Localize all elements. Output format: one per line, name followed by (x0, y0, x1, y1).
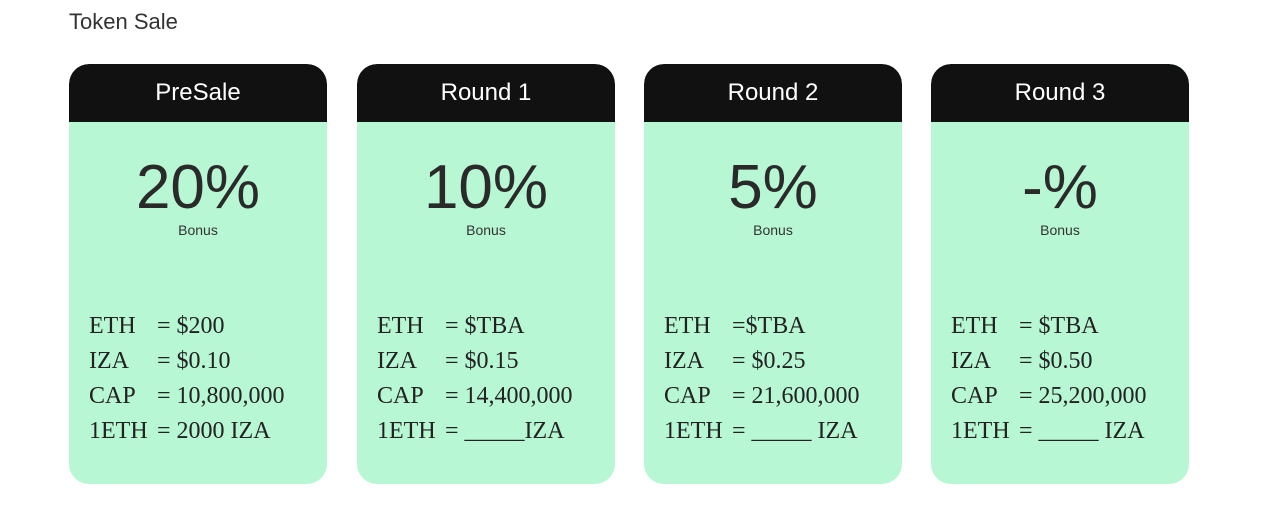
detail-value: = $0.50 (1019, 348, 1093, 374)
detail-key: 1ETH (664, 418, 723, 444)
card-title: Round 1 (357, 64, 615, 122)
detail-key: 1ETH (951, 418, 1010, 444)
card-round-1: Round 1 10% Bonus ETH = $TBA IZA = $0.15 C… (357, 64, 615, 484)
detail-value: = 2000 IZA (157, 418, 271, 444)
sale-details: ETH = $200 IZA = $0.10 CAP = 10,800,000 1ET… (89, 309, 285, 449)
card-round-3: Round 3 -% Bonus ETH = $TBA IZA = $0.50 CA… (931, 64, 1189, 484)
bonus-label: Bonus (466, 222, 506, 238)
detail-key: CAP (664, 383, 711, 409)
detail-key: CAP (377, 383, 424, 409)
detail-key: ETH (951, 313, 998, 339)
bonus-label: Bonus (753, 222, 793, 238)
detail-key: CAP (89, 383, 136, 409)
detail-value: = 21,600,000 (732, 383, 860, 409)
detail-row-iza: IZA = $0.15 (377, 344, 573, 379)
card-title: PreSale (69, 64, 327, 122)
token-sale-cards: PreSale 20% Bonus ETH = $200 IZA = $0.10 C… (69, 64, 1189, 484)
bonus-percentage: 10% (423, 153, 549, 222)
detail-row-eth: ETH =$TBA (664, 309, 860, 344)
detail-key: IZA (89, 348, 129, 374)
detail-key: CAP (951, 383, 998, 409)
detail-row-iza: IZA = $0.10 (89, 344, 285, 379)
detail-value: =$TBA (732, 313, 806, 339)
detail-key: ETH (377, 313, 424, 339)
bonus-percentage: 5% (728, 153, 818, 222)
detail-row-rate: 1ETH = _____ IZA (951, 414, 1147, 449)
bonus-percentage: -% (1022, 153, 1098, 222)
detail-row-eth: ETH = $TBA (377, 309, 573, 344)
bonus-label: Bonus (178, 222, 218, 238)
detail-row-eth: ETH = $TBA (951, 309, 1147, 344)
detail-row-rate: 1ETH = 2000 IZA (89, 414, 285, 449)
sale-details: ETH = $TBA IZA = $0.50 CAP = 25,200,000 1ET… (951, 309, 1147, 449)
detail-key: IZA (664, 348, 704, 374)
detail-key: ETH (89, 313, 136, 339)
detail-row-iza: IZA = $0.25 (664, 344, 860, 379)
sale-details: ETH =$TBA IZA = $0.25 CAP = 21,600,000 1ETH… (664, 309, 860, 449)
detail-value: = 14,400,000 (445, 383, 573, 409)
card-title: Round 3 (931, 64, 1189, 122)
detail-key: IZA (377, 348, 417, 374)
bonus-label: Bonus (1040, 222, 1080, 238)
detail-row-rate: 1ETH = _____IZA (377, 414, 573, 449)
detail-row-cap: CAP = 25,200,000 (951, 379, 1147, 414)
detail-row-cap: CAP = 10,800,000 (89, 379, 285, 414)
detail-value: = $TBA (1019, 313, 1099, 339)
detail-key: ETH (664, 313, 711, 339)
detail-row-rate: 1ETH = _____ IZA (664, 414, 860, 449)
detail-row-cap: CAP = 14,400,000 (377, 379, 573, 414)
sale-details: ETH = $TBA IZA = $0.15 CAP = 14,400,000 1ET… (377, 309, 573, 449)
detail-value: = _____IZA (445, 418, 565, 444)
detail-row-cap: CAP = 21,600,000 (664, 379, 860, 414)
card-presale: PreSale 20% Bonus ETH = $200 IZA = $0.10 C… (69, 64, 327, 484)
page-title: Token Sale (69, 9, 178, 34)
detail-value: = $0.15 (445, 348, 519, 374)
detail-value: = $0.25 (732, 348, 806, 374)
detail-value: = 10,800,000 (157, 383, 285, 409)
detail-value: = $TBA (445, 313, 525, 339)
detail-key: 1ETH (377, 418, 436, 444)
detail-value: = $0.10 (157, 348, 231, 374)
card-round-2: Round 2 5% Bonus ETH =$TBA IZA = $0.25 CAP… (644, 64, 902, 484)
detail-row-iza: IZA = $0.50 (951, 344, 1147, 379)
detail-key: 1ETH (89, 418, 148, 444)
detail-value: = _____ IZA (732, 418, 858, 444)
bonus-percentage: 20% (135, 153, 261, 222)
detail-value: = _____ IZA (1019, 418, 1145, 444)
card-title: Round 2 (644, 64, 902, 122)
detail-value: = $200 (157, 313, 225, 339)
detail-key: IZA (951, 348, 991, 374)
detail-row-eth: ETH = $200 (89, 309, 285, 344)
detail-value: = 25,200,000 (1019, 383, 1147, 409)
